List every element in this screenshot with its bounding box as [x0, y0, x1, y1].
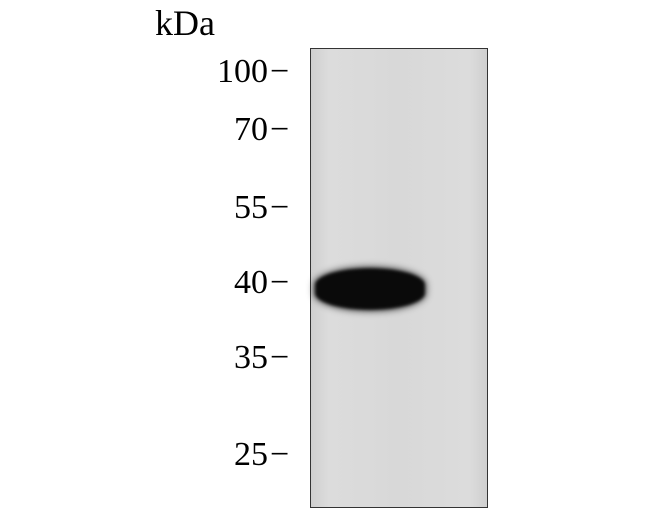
- marker-label: 70: [234, 111, 268, 149]
- marker-dash: −: [270, 53, 289, 91]
- marker-label: 55: [234, 189, 268, 227]
- marker-dash: −: [270, 264, 289, 302]
- marker-label: 100: [217, 53, 268, 91]
- marker-dash: −: [270, 339, 289, 377]
- protein-band: [315, 268, 425, 310]
- marker-label: 25: [234, 436, 268, 474]
- blot-figure: kDa 100−70−55−40−35−25−: [0, 0, 650, 520]
- marker-label: 40: [234, 264, 268, 302]
- marker-dash: −: [270, 111, 289, 149]
- marker-dash: −: [270, 436, 289, 474]
- unit-label: kDa: [155, 2, 215, 44]
- marker-dash: −: [270, 189, 289, 227]
- marker-label: 35: [234, 339, 268, 377]
